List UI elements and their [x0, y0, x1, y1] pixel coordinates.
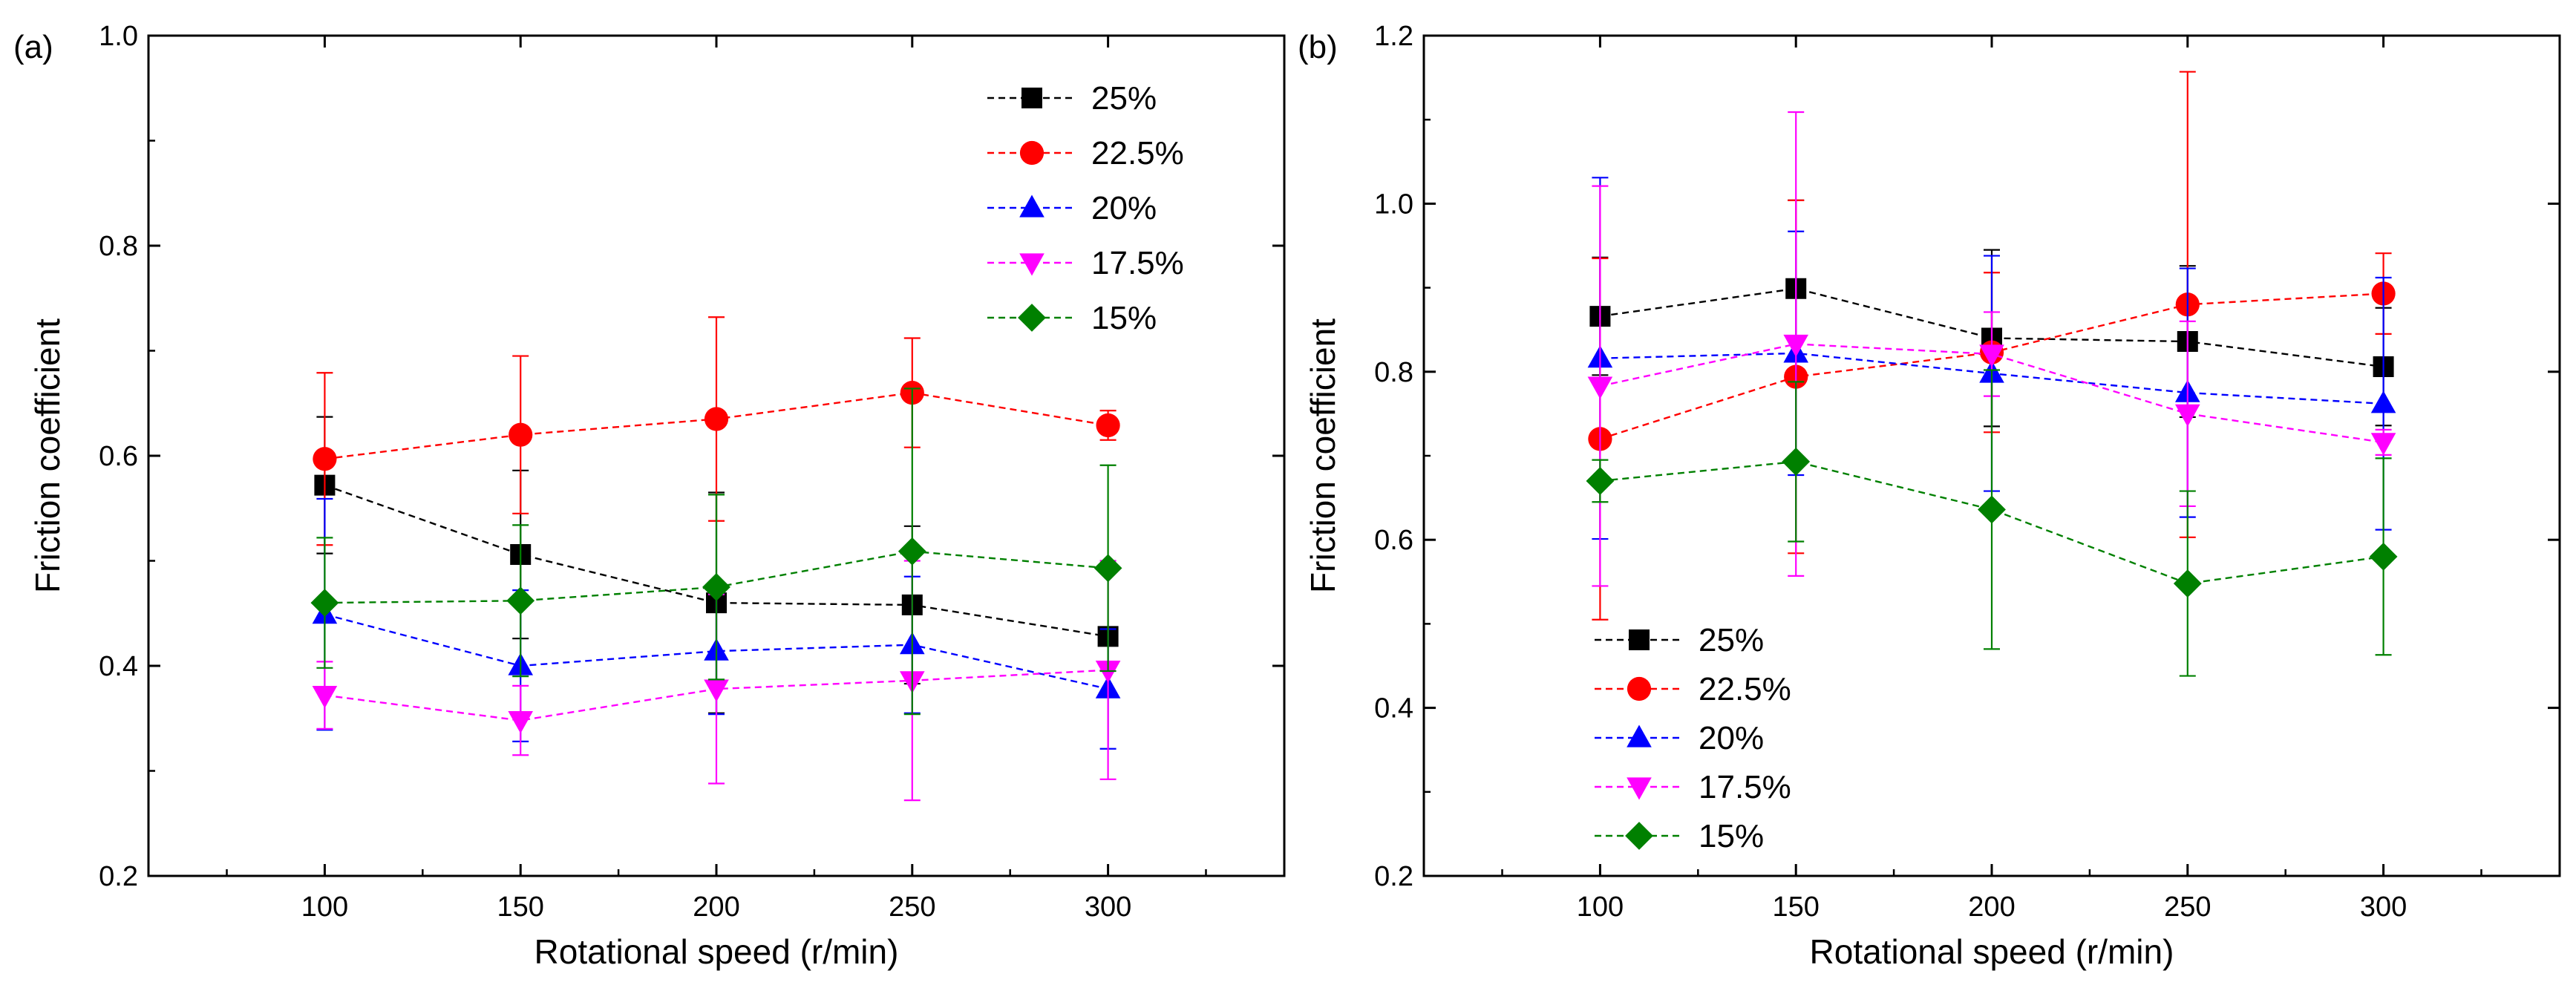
legend-marker-a-20pct [1019, 194, 1045, 217]
legend-label-b-20pct: 20% [1699, 720, 1764, 756]
y-tick-label-a-4: 1.0 [99, 21, 138, 52]
data-point-a-22-5pct-100 [313, 447, 337, 471]
data-point-a-15pct-100 [310, 589, 339, 617]
legend-marker-a-25pct [1021, 88, 1042, 108]
data-point-b-17-5pct-250 [2174, 404, 2200, 427]
x-tick-label-b-100: 100 [1577, 892, 1624, 923]
data-point-a-17-5pct-100 [312, 686, 338, 709]
x-tick-label-b-300: 300 [2360, 892, 2407, 923]
x-tick-label-a-250: 250 [889, 892, 935, 923]
data-point-a-15pct-150 [506, 586, 535, 615]
data-point-a-22-5pct-200 [704, 407, 729, 431]
data-point-b-17-5pct-150 [1783, 334, 1809, 357]
data-point-b-15pct-300 [2369, 542, 2398, 571]
x-axis-title-a: Rotational speed (r/min) [535, 932, 899, 971]
y-tick-label-a-1: 0.4 [99, 651, 138, 682]
series-a-15pct [310, 387, 1122, 716]
legend-marker-a-15pct [1018, 304, 1046, 332]
series-line-a-25pct [324, 484, 1108, 638]
y-tick-label-b-3: 0.8 [1374, 357, 1413, 388]
data-point-a-15pct-300 [1094, 554, 1122, 583]
x-tick-label-b-200: 200 [1968, 892, 2015, 923]
legend-label-b-17-5pct: 17.5% [1699, 769, 1791, 805]
x-tick-label-a-300: 300 [1085, 892, 1131, 923]
legend-label-a-22-5pct: 22.5% [1091, 135, 1184, 171]
y-axis-title-b: Friction coefficient [1304, 318, 1342, 593]
y-tick-label-b-0: 0.2 [1374, 861, 1413, 892]
data-point-b-20pct-300 [2370, 390, 2396, 413]
legend-label-a-17-5pct: 17.5% [1091, 245, 1184, 281]
data-point-b-17-5pct-200 [1979, 344, 2004, 367]
chart-panel-a: (a) 100 150 200 250 300 0.2 0.4 0.6 0.8 1.0 Rotatio… [13, 21, 1286, 971]
legend-marker-b-25pct [1629, 629, 1650, 650]
data-point-a-22-5pct-150 [509, 422, 533, 447]
legend-marker-a-17-5pct [1019, 253, 1045, 276]
legend-label-a-25pct: 25% [1091, 80, 1157, 117]
data-point-b-15pct-200 [1978, 495, 2006, 524]
data-point-b-15pct-250 [2173, 569, 2202, 598]
data-point-a-17-5pct-150 [508, 710, 534, 734]
series-b-15pct [1586, 369, 2398, 677]
panel-label-b: (b) [1298, 29, 1338, 65]
data-point-b-17-5pct-100 [1587, 376, 1613, 399]
x-tick-label-a-150: 150 [497, 892, 544, 923]
legend-marker-b-22-5pct [1627, 676, 1652, 701]
x-tick-label-a-200: 200 [693, 892, 739, 923]
data-point-b-17-5pct-300 [2370, 433, 2396, 456]
legend-label-b-22-5pct: 22.5% [1699, 671, 1791, 707]
data-point-a-15pct-250 [898, 537, 926, 566]
chart-panel-b: (b) 100 150 200 250 300 0.2 0.4 0.6 0.8 1.0 1.2 Rota… [1298, 21, 2561, 971]
legend-label-b-25pct: 25% [1699, 622, 1764, 658]
y-tick-label-a-0: 0.2 [99, 861, 138, 892]
series-line-a-20pct [324, 613, 1108, 690]
x-axis-title-b: Rotational speed (r/min) [1810, 932, 2174, 971]
legend-marker-b-17-5pct [1627, 777, 1652, 800]
y-tick-label-b-4: 1.0 [1374, 189, 1413, 220]
data-point-b-15pct-150 [1782, 448, 1811, 476]
data-point-a-15pct-200 [702, 572, 730, 601]
legend-marker-b-20pct [1627, 724, 1652, 747]
x-tick-label-b-250: 250 [2164, 892, 2211, 923]
series-line-b-15pct [1600, 460, 2384, 585]
legend-b: 25% 22.5% 20% 17.5% 15% [1595, 622, 1791, 854]
series-a-22-5pct [313, 316, 1120, 546]
y-axis-title-a: Friction coefficient [28, 318, 67, 593]
y-tick-label-b-2: 0.6 [1374, 525, 1413, 556]
series-line-b-25pct [1600, 287, 2384, 368]
series-b-17-5pct [1587, 111, 2396, 587]
legend-a: 25% 22.5% 20% 17.5% 15% [987, 80, 1184, 336]
y-tick-label-b-1: 0.4 [1374, 693, 1413, 724]
x-tick-label-a-100: 100 [301, 892, 348, 923]
y-tick-label-a-2: 0.6 [99, 441, 138, 472]
data-point-a-22-5pct-300 [1096, 413, 1120, 438]
y-tick-label-b-5: 1.2 [1374, 21, 1413, 52]
legend-marker-b-15pct [1625, 822, 1653, 850]
x-tick-label-b-150: 150 [1773, 892, 1820, 923]
legend-marker-a-22-5pct [1019, 140, 1045, 166]
legend-label-a-20pct: 20% [1091, 190, 1157, 226]
data-point-a-17-5pct-200 [704, 679, 729, 702]
y-tick-label-a-3: 0.8 [99, 231, 138, 262]
panel-label-a: (a) [13, 29, 53, 65]
legend-label-b-15pct: 15% [1699, 818, 1764, 854]
data-point-b-15pct-100 [1586, 467, 1615, 495]
legend-label-a-15pct: 15% [1091, 300, 1157, 336]
